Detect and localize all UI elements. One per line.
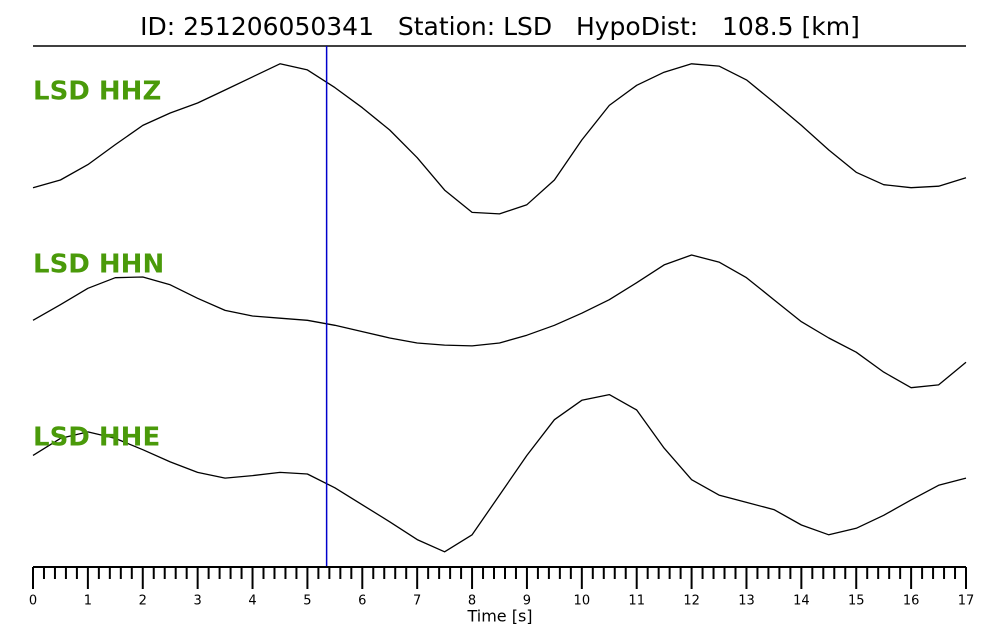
trace-label: LSD HHN xyxy=(33,250,164,280)
trace-label: LSD HHZ xyxy=(33,77,161,107)
trace xyxy=(32,254,967,389)
x-tick-label: 0 xyxy=(29,594,37,609)
x-tick-label: 17 xyxy=(958,594,975,609)
trace-label: LSD HHE xyxy=(33,423,160,453)
x-tick-label: 16 xyxy=(903,594,920,609)
x-tick-label: 14 xyxy=(793,594,810,609)
x-tick-label: 5 xyxy=(303,594,311,609)
x-tick-label: 11 xyxy=(628,594,645,609)
x-tick-label: 6 xyxy=(358,594,366,609)
x-tick-label: 1 xyxy=(84,594,92,609)
x-tick-label: 10 xyxy=(574,594,591,609)
chart-title: ID: 251206050341 Station: LSD HypoDist: … xyxy=(140,12,860,41)
x-tick-label: 12 xyxy=(683,594,700,609)
x-axis-label: Time [s] xyxy=(466,607,532,626)
x-tick-label: 4 xyxy=(248,594,256,609)
x-tick-label: 8 xyxy=(468,594,476,609)
x-tick-label: 9 xyxy=(523,594,531,609)
trace xyxy=(32,393,967,553)
x-tick-label: 15 xyxy=(848,594,865,609)
x-tick-label: 7 xyxy=(413,594,421,609)
x-tick-label: 13 xyxy=(738,594,755,609)
x-tick-label: 3 xyxy=(194,594,202,609)
x-tick-label: 2 xyxy=(139,594,147,609)
trace xyxy=(32,63,967,215)
